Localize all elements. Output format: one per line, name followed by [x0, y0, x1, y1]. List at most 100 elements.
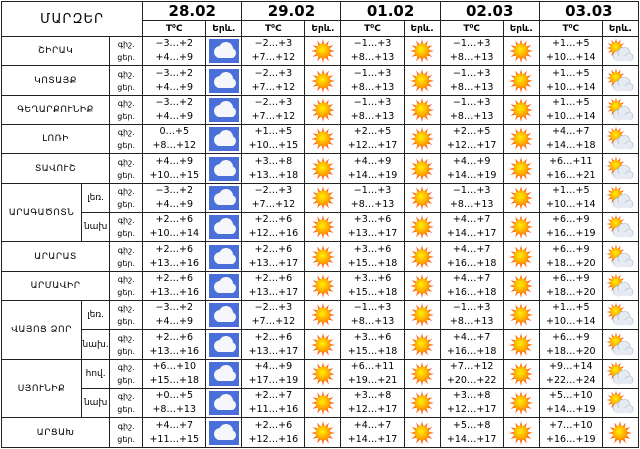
temp-cell: +6…+9 +18…+20	[538, 241, 603, 272]
night-temp: +1…+5	[552, 67, 590, 79]
day-temp: +11…+15	[149, 433, 200, 445]
partly-icon	[606, 243, 634, 267]
night-temp: +4…+9	[254, 360, 293, 372]
icon-cell	[304, 182, 342, 214]
icon-cell	[601, 388, 640, 419]
sun-icon	[410, 391, 435, 416]
subregion: լեռ.	[81, 182, 111, 214]
region-row: ՎԱՅՈՑ ՁՈՐ լեռ. գիշ. ցեր. −3…+2 +4…+9 −2…+3 +7…+…	[0, 300, 640, 360]
night-temp: −3…+2	[155, 302, 193, 314]
period-labels: գիշ. ցեր.	[109, 35, 144, 67]
day-temp: +11…+16	[248, 404, 299, 416]
icon-cell	[502, 124, 540, 155]
day-temp: +8…+13	[350, 52, 395, 64]
day-label: ցեր.	[117, 170, 136, 180]
icon-cell	[304, 329, 342, 360]
icon-cell	[601, 329, 640, 360]
night-temp: +4…+7	[353, 419, 392, 431]
temp-cell: +4…+7 +14…+17	[439, 212, 504, 243]
day-temp: +4…+9	[155, 198, 193, 210]
night-temp: +4…+7	[452, 331, 491, 343]
partly-icon	[606, 332, 634, 355]
icon-cell	[205, 241, 243, 272]
temp-cell: +2…+6 +13…+17	[241, 270, 306, 302]
icon-cell	[403, 358, 441, 390]
day-temp: +16…+21	[546, 169, 596, 181]
day-temp: +4…+9	[155, 81, 193, 93]
sun-icon	[310, 273, 335, 298]
day-temp: +13…+17	[347, 228, 398, 240]
temp-cell: +7…+12 +20…+22	[439, 358, 504, 390]
region-row: ԱՐԱՐԱՏ գիշ. ցեր. +2…+6 +13…+16 +2…+6 +13…+17 +3…	[0, 241, 640, 272]
day-temp: +13…+16	[149, 257, 200, 269]
temp-cell: +7…+10 +16…+19	[538, 417, 603, 448]
day-temp: +22…+24	[546, 374, 596, 386]
icon-cell	[601, 270, 640, 302]
night-temp: +2…+6	[155, 243, 193, 255]
temp-cell: −1…+3 +8…+13	[439, 65, 504, 96]
night-temp: +6…+11	[549, 155, 593, 167]
icon-cell	[304, 65, 342, 96]
night-temp: +9…+14	[549, 360, 593, 372]
sun-icon	[608, 420, 633, 445]
day-temp: +10…+14	[546, 316, 596, 328]
day-temp: +10…+14	[546, 52, 596, 64]
temp-cell: +6…+9 +18…+20	[538, 329, 603, 360]
icon-cell	[304, 153, 342, 184]
night-label: գիշ.	[117, 362, 135, 372]
icon-cell	[304, 300, 342, 331]
icon-cell	[502, 65, 540, 96]
temp-cell: +4…+9 +14…+19	[439, 153, 504, 184]
icon-cell	[205, 94, 243, 126]
night-temp: −1…+3	[452, 96, 491, 108]
night-temp: +6…+10	[152, 360, 197, 372]
temp-cell: +3…+6 +15…+18	[340, 270, 405, 302]
region-row: ԿՈՏԱՅՔ գիշ. ցեր. −3…+2 +4…+9 −2…+3 +7…+12 −1…+3…	[0, 65, 640, 96]
night-temp: −1…+3	[353, 38, 392, 50]
sun-icon	[509, 185, 534, 210]
temp-cell: +1…+5 +10…+14	[538, 182, 603, 214]
day-temp: +15…+18	[347, 286, 398, 298]
cloud-icon	[208, 39, 239, 64]
day-temp: +8…+13	[449, 198, 494, 210]
sun-icon	[410, 97, 435, 122]
icon-cell	[205, 153, 243, 184]
partly-icon	[606, 214, 634, 238]
period-labels: գիշ. ցեր.	[109, 94, 144, 126]
day-temp: +13…+18	[248, 169, 299, 181]
temp-header: T⁰C	[340, 20, 405, 37]
temp-cell: +3…+8 +13…+18	[241, 153, 306, 184]
partly-icon	[606, 302, 634, 326]
night-temp: −1…+3	[452, 184, 491, 196]
region-row: ԱՐՄԱՎԻՐ գիշ. ցեր. +2…+6 +13…+16 +2…+6 +13…+17 +…	[0, 270, 640, 302]
icon-cell	[403, 35, 441, 67]
sun-icon	[410, 68, 435, 93]
icon-cell	[502, 329, 540, 360]
temp-cell: −3…+2 +4…+9	[142, 300, 207, 331]
icon-cell	[304, 35, 342, 67]
icon-cell	[304, 270, 342, 302]
subregion: նախ	[81, 388, 111, 419]
temp-cell: +1…+5 +10…+14	[538, 300, 603, 331]
day-temp: +7…+12	[251, 52, 296, 64]
day-temp: +16…+18	[446, 345, 497, 357]
temp-cell: −2…+3 +7…+12	[241, 35, 306, 67]
day-temp: +7…+12	[251, 81, 296, 93]
night-temp: +4…+9	[452, 155, 491, 167]
day-temp: +14…+17	[347, 433, 398, 445]
night-temp: −1…+3	[452, 38, 491, 50]
temp-cell: +2…+6 +10…+14	[142, 212, 207, 243]
sun-icon	[509, 361, 534, 386]
night-label: գիշ.	[117, 304, 135, 314]
sun-icon	[410, 39, 435, 64]
day-temp: +10…+14	[546, 198, 596, 210]
night-temp: +6…+9	[552, 243, 590, 255]
night-temp: −2…+3	[254, 67, 293, 79]
period-labels: գիշ. ցեր.	[109, 212, 144, 243]
night-temp: 0…+5	[159, 126, 190, 138]
temp-cell: −2…+3 +7…+12	[241, 300, 306, 331]
temp-cell: +1…+5 +10…+14	[538, 65, 603, 96]
day-temp: +13…+17	[248, 345, 299, 357]
cloud-icon	[208, 244, 239, 269]
night-label: գիշ.	[117, 69, 135, 79]
